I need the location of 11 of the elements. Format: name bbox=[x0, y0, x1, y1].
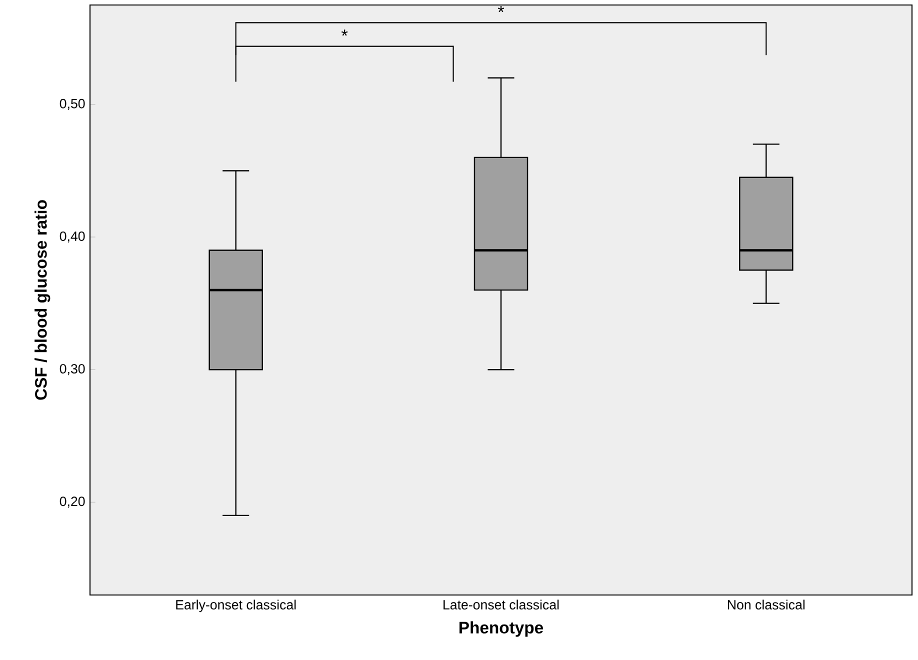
x-tick-label: Late-onset classical bbox=[444, 600, 559, 610]
y-axis-title: CSF / blood glucose ratio bbox=[34, 200, 50, 400]
y-tick-label: 0,50 bbox=[60, 98, 85, 110]
annotation: * bbox=[498, 6, 504, 12]
y-tick-label: 0,20 bbox=[60, 496, 85, 508]
y-tick-label: 0,30 bbox=[60, 364, 85, 376]
x-tick-label: Non classical bbox=[728, 600, 805, 610]
y-tick-label: 0,40 bbox=[60, 232, 85, 243]
annotation: * bbox=[341, 30, 348, 36]
x-tick-label: Early-onset classical bbox=[176, 600, 296, 612]
x-axis-title: Phenotype bbox=[460, 621, 544, 637]
